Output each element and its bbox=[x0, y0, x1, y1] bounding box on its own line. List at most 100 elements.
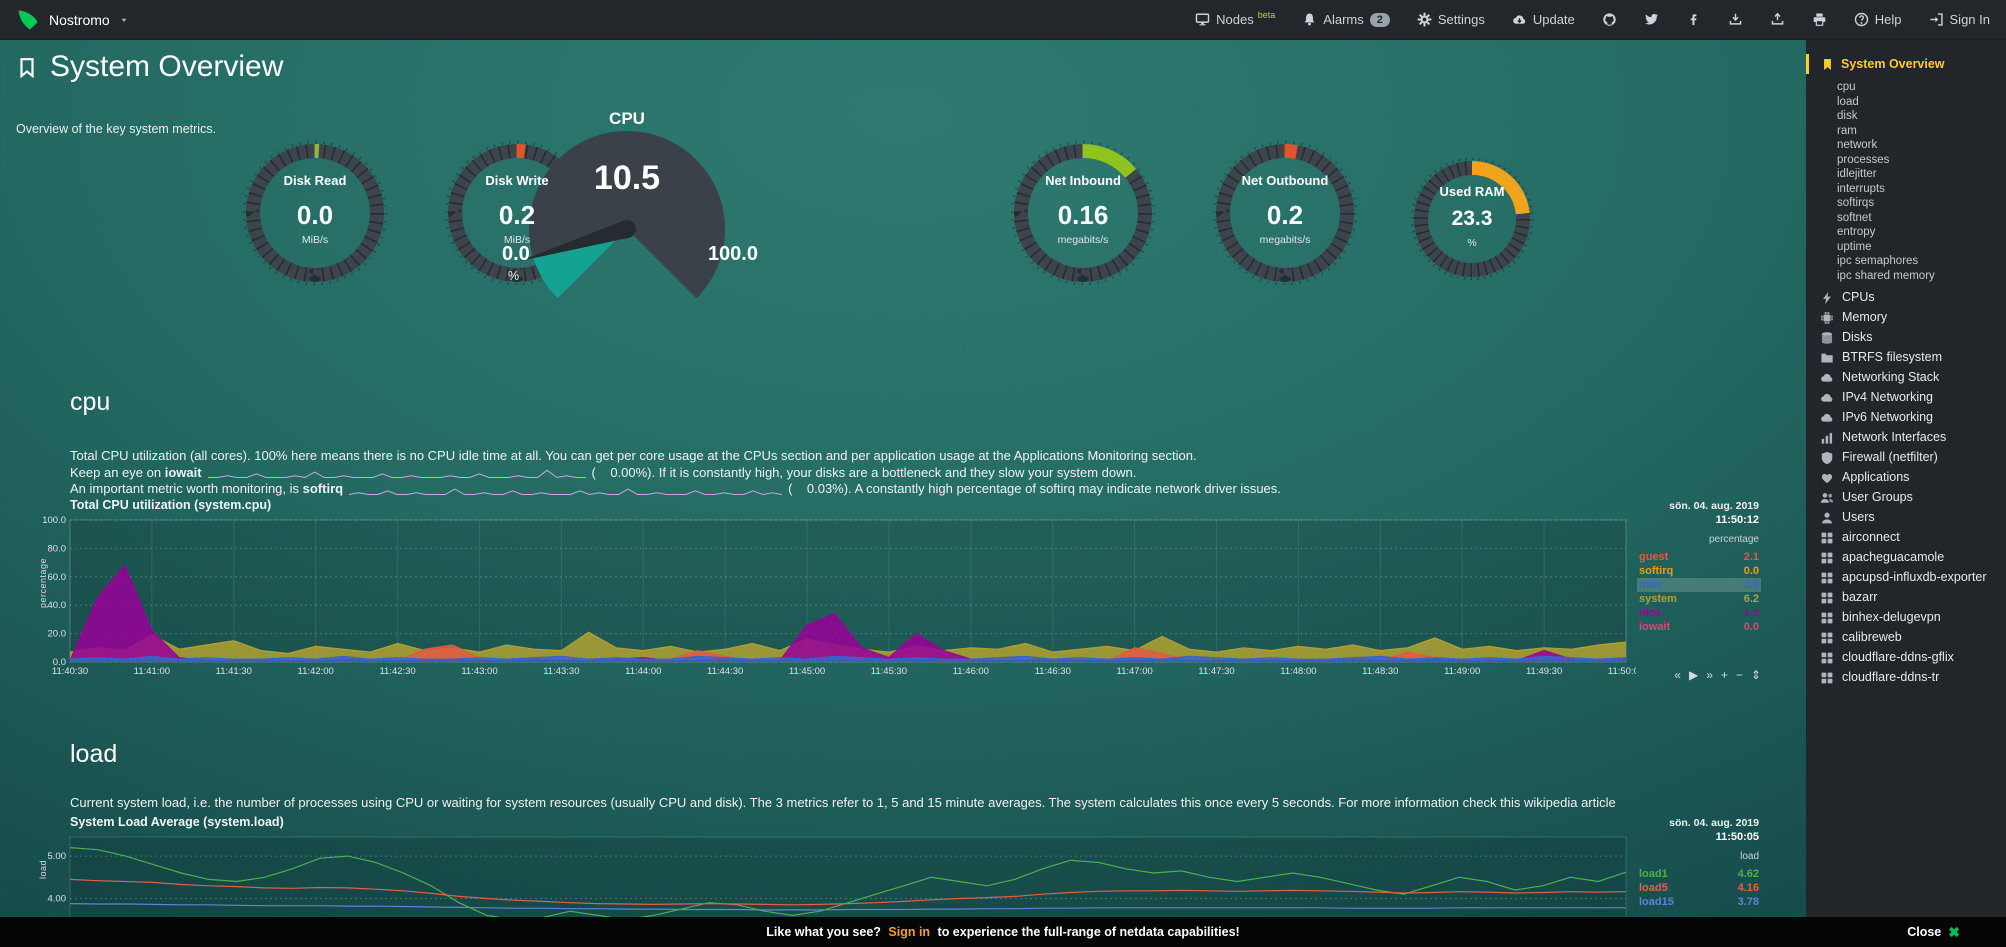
sidebar-item-network-interfaces[interactable]: Network Interfaces bbox=[1806, 427, 2006, 447]
gauge-disk-write[interactable]: Disk Write 0.2 MiB/s bbox=[442, 138, 592, 288]
svg-text:100.0: 100.0 bbox=[42, 515, 66, 526]
zoom-in-button[interactable]: + bbox=[1720, 668, 1728, 682]
sidebar-subitem-softirqs[interactable]: softirqs bbox=[1837, 197, 1875, 209]
legend-item-load5[interactable]: load5 4.16 bbox=[1637, 881, 1761, 895]
nav-item-import[interactable] bbox=[1770, 12, 1785, 27]
sidebar-item-networking-stack[interactable]: Networking Stack bbox=[1806, 367, 2006, 387]
sidebar-item-cpus[interactable]: CPUs bbox=[1806, 287, 2006, 307]
sidebar-item-cloudflare-ddns-gflix[interactable]: cloudflare-ddns-gflix bbox=[1806, 647, 2006, 667]
sidebar-subitem-cpu[interactable]: cpu bbox=[1837, 81, 1856, 93]
sidebar-item-binhex-delugevpn[interactable]: binhex-delugevpn bbox=[1806, 607, 2006, 627]
svg-text:20.0: 20.0 bbox=[48, 629, 67, 640]
sidebar-subitem-network[interactable]: network bbox=[1837, 139, 1878, 151]
bolt-icon bbox=[1820, 291, 1834, 305]
cpu-chart-canvas[interactable]: 100.0 80.0 60.0 40.0 20.0 0.011:40:30 11:41:00… bbox=[36, 514, 1644, 682]
sidebar-item-memory[interactable]: Memory bbox=[1806, 307, 2006, 327]
banner-text-pre: Like what you see? bbox=[766, 925, 885, 939]
nav-item-github[interactable] bbox=[1602, 12, 1617, 27]
sidebar-item-applications[interactable]: Applications bbox=[1806, 467, 2006, 487]
nav-item-export[interactable] bbox=[1728, 12, 1743, 27]
bell-icon bbox=[1302, 12, 1317, 27]
sidebar-item-apcupsd-influxdb-exporter[interactable]: apcupsd-influxdb-exporter bbox=[1806, 567, 2006, 587]
sign-in-link[interactable]: Sign in bbox=[888, 925, 931, 939]
nav-item-nodes[interactable]: Nodes beta bbox=[1195, 10, 1275, 27]
gauge-net-outbound[interactable]: Net Outbound 0.2 megabits/s bbox=[1210, 138, 1360, 288]
sidebar-subitem-entropy[interactable]: entropy bbox=[1837, 226, 1876, 238]
cpu-chart-plot-area[interactable]: 100.0 80.0 60.0 40.0 20.0 0.0 11:40:30 11:41:00… bbox=[36, 514, 1644, 687]
node-selector[interactable]: Nostromo bbox=[16, 8, 129, 32]
folder-icon bbox=[1820, 351, 1834, 365]
legend-item-softirq[interactable]: softirq 0.0 bbox=[1637, 564, 1761, 578]
sidebar-item-ipv4-networking[interactable]: IPv4 Networking bbox=[1806, 387, 2006, 407]
nav-item-settings[interactable]: Settings bbox=[1417, 12, 1485, 27]
sidebar-subitem-idlejitter[interactable]: idlejitter bbox=[1837, 168, 1877, 180]
sidebar-item-label: CPUs bbox=[1842, 289, 1875, 304]
legend-item-nice[interactable]: nice 1.3 bbox=[1637, 606, 1761, 620]
nav-item-help[interactable]: Help bbox=[1854, 12, 1902, 27]
sidebar-item-users[interactable]: Users bbox=[1806, 507, 2006, 527]
user-icon bbox=[1820, 511, 1834, 525]
gauge-used-ram[interactable]: Used RAM 23.3 % bbox=[1408, 155, 1536, 283]
pan-left-button[interactable]: « bbox=[1674, 668, 1681, 682]
pan-right-button[interactable]: » bbox=[1706, 668, 1713, 682]
gauge-unit: % bbox=[508, 269, 520, 283]
gauge-min-label: 0.0 bbox=[502, 243, 530, 265]
gauge-net-inbound[interactable]: Net Inbound 0.16 megabits/s bbox=[1008, 138, 1158, 288]
nav-item-alarms[interactable]: Alarms 2 bbox=[1302, 12, 1390, 27]
legend-item-system[interactable]: system 6.2 bbox=[1637, 592, 1761, 606]
banner-close-button[interactable]: Close ✖ bbox=[1907, 924, 1960, 941]
gauge-unit: % bbox=[1467, 236, 1477, 249]
cpu-chart-toolbar: « ▶ » + − ⇕ bbox=[1674, 668, 1761, 682]
sidebar-item-label: Firewall (netfilter) bbox=[1842, 449, 1938, 464]
svg-text:11:49:00: 11:49:00 bbox=[1444, 666, 1480, 677]
sidebar-item-system-overview[interactable]: System Overview bbox=[1806, 54, 2006, 74]
sidebar-subitem-processes[interactable]: processes bbox=[1837, 153, 1890, 166]
gauge-title: Net Inbound bbox=[1045, 172, 1121, 188]
tray-down-icon bbox=[1728, 12, 1743, 27]
sidebar-item-disks[interactable]: Disks bbox=[1806, 327, 2006, 347]
sidebar-subitem-ipc-semaphores[interactable]: ipc semaphores bbox=[1837, 255, 1919, 267]
sidebar-subitem-load[interactable]: load bbox=[1837, 95, 1859, 108]
sidebar-subitem-ram[interactable]: ram bbox=[1837, 124, 1857, 137]
legend-item-load1[interactable]: load1 4.62 bbox=[1637, 867, 1761, 881]
sidebar-item-label: Memory bbox=[1842, 309, 1888, 324]
legend-item-guest[interactable]: guest 2.1 bbox=[1637, 550, 1761, 564]
nav-item-label: Sign In bbox=[1949, 12, 1990, 27]
zoom-out-button[interactable]: − bbox=[1735, 668, 1743, 682]
wikipedia-link[interactable]: this wikipedia article bbox=[1500, 795, 1616, 810]
nav-item-facebook[interactable] bbox=[1686, 12, 1701, 27]
legend-item-load15[interactable]: load15 3.78 bbox=[1637, 895, 1761, 909]
sidebar-item-airconnect[interactable]: airconnect bbox=[1806, 527, 2006, 547]
nav-item-print[interactable] bbox=[1812, 12, 1827, 27]
gauge-cpu[interactable]: CPU 10.5 0.0 100.0 % bbox=[462, 105, 792, 299]
nav-item-sign-in[interactable]: Sign In bbox=[1929, 12, 1990, 27]
play-button[interactable]: ▶ bbox=[1688, 668, 1699, 682]
sidebar-subitem-disk[interactable]: disk bbox=[1837, 110, 1858, 122]
resize-handle[interactable]: ⇕ bbox=[1750, 668, 1761, 682]
gauge-disk-read[interactable]: Disk Read 0.0 MiB/s bbox=[240, 138, 390, 288]
svg-text:11:41:00: 11:41:00 bbox=[134, 666, 170, 677]
sidebar-item-cloudflare-ddns-tr[interactable]: cloudflare-ddns-tr bbox=[1806, 667, 2006, 687]
sidebar-item-calibreweb[interactable]: calibreweb bbox=[1806, 627, 2006, 647]
nav-item-update[interactable]: Update bbox=[1512, 12, 1575, 27]
sidebar-subitem-uptime[interactable]: uptime bbox=[1837, 240, 1872, 253]
cubes-icon bbox=[1820, 651, 1834, 665]
sidebar-item-apacheguacamole[interactable]: apacheguacamole bbox=[1806, 547, 2006, 567]
sidebar-item-label: Networking Stack bbox=[1842, 369, 1940, 384]
twitter-icon bbox=[1644, 12, 1659, 27]
sidebar-item-bazarr[interactable]: bazarr bbox=[1806, 587, 2006, 607]
svg-text:11:45:00: 11:45:00 bbox=[789, 666, 825, 677]
gauge-title: Used RAM bbox=[1439, 184, 1505, 200]
sidebar-item-ipv6-networking[interactable]: IPv6 Networking bbox=[1806, 407, 2006, 427]
nav-item-twitter[interactable] bbox=[1644, 12, 1659, 27]
sidebar-item-label: cloudflare-ddns-gflix bbox=[1842, 649, 1954, 664]
sidebar-subitem-ipc-shared-memory[interactable]: ipc shared memory bbox=[1837, 269, 1935, 282]
sidebar-item-user-groups[interactable]: User Groups bbox=[1806, 487, 2006, 507]
legend-item-user[interactable]: user 1.0 bbox=[1637, 578, 1761, 592]
sidebar-subitem-softnet[interactable]: softnet bbox=[1837, 211, 1872, 224]
sidebar-item-firewall-netfilter-[interactable]: Firewall (netfilter) bbox=[1806, 447, 2006, 467]
sidebar-item-btrfs-filesystem[interactable]: BTRFS filesystem bbox=[1806, 347, 2006, 367]
legend-item-iowait[interactable]: iowait 0.0 bbox=[1637, 620, 1761, 634]
sidebar-subitem-interrupts[interactable]: interrupts bbox=[1837, 182, 1885, 195]
gauge-title: Disk Write bbox=[485, 172, 549, 188]
